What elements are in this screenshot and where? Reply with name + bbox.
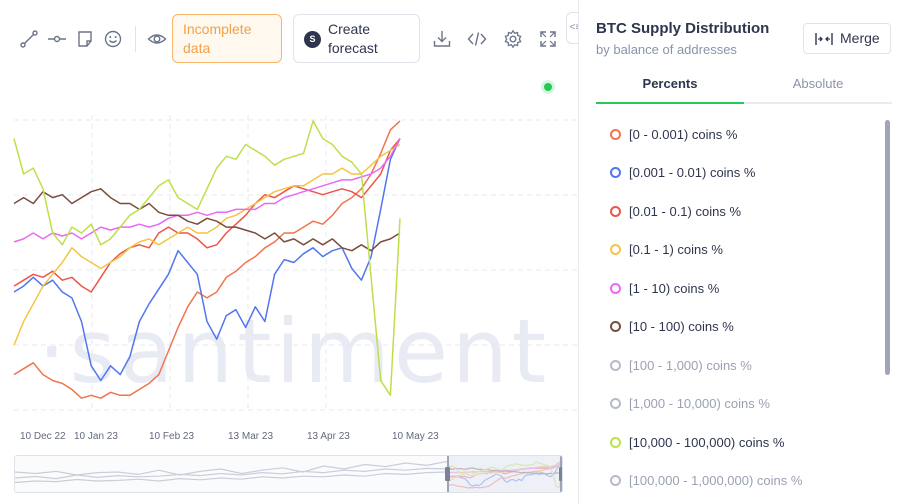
- x-tick-label: 10 Jan 23: [74, 431, 118, 442]
- metric-label: [1,000 - 10,000) coins %: [629, 396, 770, 411]
- metric-label: [0.1 - 1) coins %: [629, 242, 723, 257]
- x-tick-label: 10 May 23: [392, 431, 439, 442]
- note-icon[interactable]: [74, 28, 96, 50]
- settings-icon[interactable]: [502, 28, 524, 50]
- toolbar-divider: [135, 26, 136, 52]
- download-icon[interactable]: [431, 28, 453, 50]
- series-line-0[interactable]: [13, 120, 401, 399]
- navigator-window[interactable]: [445, 456, 562, 492]
- metric-label: [1 - 10) coins %: [629, 280, 720, 296]
- navigator-history-line: [15, 460, 448, 476]
- series-line-4[interactable]: [13, 138, 401, 243]
- x-tick-label: 13 Mar 23: [228, 431, 274, 442]
- metric-item[interactable]: [0 - 0.001) coins %: [596, 122, 876, 146]
- line-draw-icon[interactable]: [18, 28, 40, 50]
- metric-label: [0.01 - 0.1) coins %: [629, 203, 741, 219]
- navigator-right-handle[interactable]: [559, 467, 562, 481]
- fullscreen-icon[interactable]: [537, 28, 559, 50]
- x-tick-label: 10 Dec 22: [20, 431, 66, 442]
- metric-item[interactable]: [10,000 - 100,000) coins %: [596, 430, 876, 454]
- live-status-indicator: [541, 80, 555, 94]
- metric-color-dot: [610, 282, 621, 294]
- panel-title: BTC Supply Distribution: [596, 20, 770, 37]
- metric-item[interactable]: [100 - 1,000) coins %: [596, 353, 876, 377]
- panel-tabs: Percents Absolute: [596, 72, 892, 104]
- metric-item[interactable]: [0.01 - 0.1) coins %: [596, 199, 876, 223]
- metric-color-dot: [610, 205, 621, 217]
- metric-color-dot: [610, 321, 621, 332]
- tab-percents[interactable]: Percents: [642, 76, 698, 91]
- metric-item[interactable]: [0.1 - 1) coins %: [596, 238, 876, 262]
- embed-code-icon[interactable]: [466, 28, 488, 50]
- metric-label: [100 - 1,000) coins %: [629, 357, 752, 373]
- merge-icon: [815, 33, 833, 45]
- metrics-side-panel: BTC Supply Distribution by balance of ad…: [578, 0, 900, 504]
- series-line-2[interactable]: [13, 138, 401, 293]
- metric-color-dot: [610, 398, 621, 409]
- active-tab-indicator: [596, 102, 744, 104]
- navigator-history-line: [15, 467, 448, 480]
- tab-absolute[interactable]: Absolute: [792, 76, 844, 91]
- line-chart[interactable]: [0, 100, 578, 430]
- chart-area[interactable]: ·santiment: [0, 100, 578, 450]
- create-forecast-button[interactable]: S Create forecast: [293, 14, 420, 63]
- metric-color-dot: [610, 167, 621, 178]
- series-line-6[interactable]: [13, 120, 401, 397]
- merge-label: Merge: [840, 30, 880, 46]
- navigator-left-handle[interactable]: [445, 467, 450, 481]
- merge-button[interactable]: Merge: [803, 23, 891, 54]
- metric-label: [10 - 100) coins %: [629, 319, 734, 334]
- metric-item[interactable]: [0.001 - 0.01) coins %: [596, 161, 876, 185]
- incomplete-data-button[interactable]: Incomplete data: [172, 14, 282, 63]
- metric-color-dot: [610, 244, 621, 255]
- panel-subtitle: by balance of addresses: [596, 42, 737, 57]
- x-tick-label: 13 Apr 23: [307, 431, 350, 442]
- metric-color-dot: [610, 128, 621, 140]
- chart-toolbar: Incomplete data S Create forecast: [0, 0, 578, 78]
- metric-item[interactable]: [1 - 10) coins %: [596, 276, 876, 300]
- metric-list: [0 - 0.001) coins % [0.001 - 0.01) coins …: [596, 114, 882, 504]
- series-line-1[interactable]: [13, 138, 401, 382]
- metric-color-dot: [610, 436, 621, 448]
- eye-icon[interactable]: [146, 28, 168, 50]
- metric-color-dot: [610, 475, 621, 486]
- segment-icon[interactable]: [46, 28, 68, 50]
- create-forecast-label: Create forecast: [328, 21, 378, 56]
- metric-item[interactable]: [100,000 - 1,000,000) coins %: [596, 469, 876, 493]
- series-line-3[interactable]: [13, 143, 401, 346]
- metric-item[interactable]: [1,000 - 10,000) coins %: [596, 392, 876, 416]
- metric-label: [0.001 - 0.01) coins %: [629, 165, 756, 180]
- metric-color-dot: [610, 359, 621, 371]
- metric-item[interactable]: [10 - 100) coins %: [596, 315, 876, 339]
- metric-label: [10,000 - 100,000) coins %: [629, 434, 785, 450]
- metric-list-scrollbar[interactable]: [885, 120, 890, 375]
- x-tick-label: 10 Feb 23: [149, 431, 195, 442]
- metric-label: [100,000 - 1,000,000) coins %: [629, 473, 803, 488]
- chart-navigator[interactable]: [14, 455, 563, 493]
- emoji-icon[interactable]: [102, 28, 124, 50]
- forecast-icon: S: [304, 31, 321, 48]
- metric-label: [0 - 0.001) coins %: [629, 126, 738, 142]
- navigator-history-line: [15, 471, 448, 484]
- series-line-5[interactable]: [13, 188, 401, 252]
- collapse-arrow-icon: <≡: [569, 22, 582, 33]
